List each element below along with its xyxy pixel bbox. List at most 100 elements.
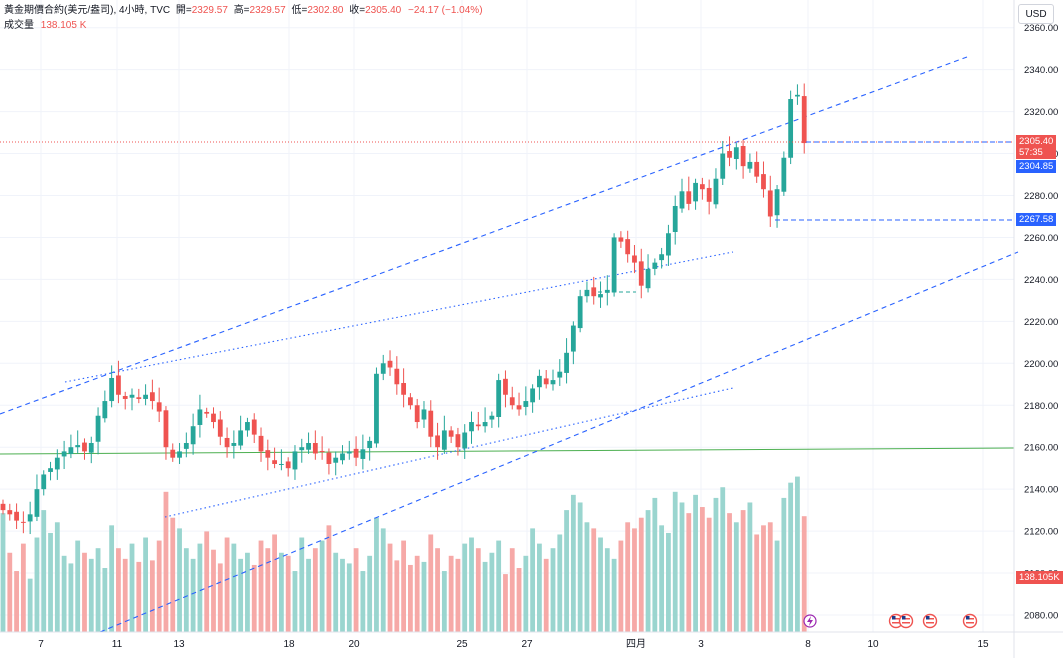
event-icons [803, 613, 978, 629]
volume-bar [577, 502, 583, 632]
currency-button[interactable]: USD [1018, 4, 1054, 24]
legend-ohlc-row: 黃金期價合約(美元/盎司), 4小時, TVC 開=2329.57 高=2329… [4, 3, 483, 18]
candle-body [20, 521, 26, 523]
x-axis[interactable]: 7 11 13 18 20 25 27 四月 3 8 10 15 [0, 631, 1063, 650]
volume-bar [727, 513, 732, 632]
y-tick-label: 2280.00 [1024, 191, 1058, 202]
candle-body [129, 394, 135, 398]
volume-bar [204, 531, 210, 632]
volume-bar [367, 555, 373, 632]
dotted-upper-trendline[interactable] [64, 251, 734, 383]
candle-body [414, 405, 420, 423]
volume-bar [414, 555, 420, 632]
candle-body [740, 145, 746, 167]
volume-bar [740, 510, 746, 632]
candle-body [109, 377, 115, 402]
candle-body [713, 178, 719, 205]
candle-body [272, 460, 277, 464]
candle-body [530, 388, 536, 403]
candle-body [258, 435, 264, 452]
legend-low-label: 低= [291, 5, 308, 16]
candle-body [238, 430, 244, 446]
us-flag-stripe [926, 618, 934, 620]
y-axis[interactable]: 2080.002100.002120.002140.002160.002180.… [1013, 0, 1058, 658]
candle-body [265, 450, 271, 458]
volume-bar [312, 548, 318, 632]
volume-bar [122, 558, 128, 632]
volume-bar [299, 537, 305, 632]
legend-volume-row: 成交量 138.105 K [4, 18, 483, 33]
volume-bar [523, 555, 529, 632]
candle-body [489, 415, 495, 420]
volume-bar [333, 552, 339, 632]
candle-body [523, 401, 529, 407]
volume-bar [143, 537, 148, 632]
x-tick-label: 15 [977, 639, 989, 650]
volume-bar [408, 564, 413, 632]
volume-bar [469, 537, 474, 632]
y-tick-label: 2160.00 [1024, 443, 1058, 454]
candle-body [781, 157, 787, 192]
candle-body [177, 451, 182, 458]
support-line[interactable] [0, 447, 1015, 455]
candle-body [611, 237, 617, 293]
candle-body [163, 410, 169, 448]
chart-legend: 黃金期價合約(美元/盎司), 4小時, TVC 開=2329.57 高=2329… [4, 3, 483, 33]
candle-body [598, 294, 603, 298]
candle-body [699, 184, 705, 190]
y-tick-label: 2320.00 [1024, 107, 1058, 118]
volume-bar [353, 548, 359, 632]
candle-body [564, 352, 569, 373]
x-tick-label: 10 [867, 639, 879, 650]
candle-body [747, 161, 753, 169]
volume-bar [699, 507, 705, 632]
legend-open-label: 開= [175, 5, 192, 16]
legend-change: −24.17 (−1.04%) [408, 5, 483, 16]
candle-body [88, 443, 94, 453]
volume-bar [136, 561, 142, 632]
candle-body [666, 233, 671, 256]
candle-body [367, 440, 373, 449]
volume-bar [672, 491, 678, 632]
candle-body [672, 205, 678, 232]
candle-body [570, 325, 576, 352]
horizontal-line[interactable] [0, 447, 1015, 455]
volume-bar [285, 555, 291, 632]
candle-body [340, 453, 345, 461]
candlesticks [0, 83, 807, 535]
us-flag-stripe [902, 618, 910, 620]
volume-bar [632, 528, 637, 632]
volume-bar [217, 563, 223, 632]
volume-bar [238, 558, 244, 632]
candle-body [421, 409, 427, 420]
volume-bar [278, 552, 284, 632]
y-tick-label: 2240.00 [1024, 275, 1058, 286]
candle-body [346, 451, 352, 454]
candle-body [211, 413, 216, 423]
channel-lower-line[interactable] [99, 251, 1019, 633]
volume-bar [251, 564, 257, 632]
candle-body [116, 375, 121, 395]
volume-bar [380, 528, 386, 632]
candle-body [625, 239, 631, 255]
candle-body [645, 268, 651, 289]
us-flag-canton [902, 616, 906, 620]
volume-bar [801, 516, 807, 632]
candle-body [41, 474, 47, 490]
candle-body [122, 396, 128, 399]
candle-body [774, 189, 780, 216]
volume-bar [75, 540, 81, 632]
candle-body [190, 426, 196, 445]
volume-bar [638, 517, 644, 632]
candle-body [333, 457, 339, 463]
legend-symbol: 黃金期價合約(美元/盎司), 4小時, TVC [4, 5, 171, 16]
candle-body [251, 419, 257, 435]
legend-low: 2302.80 [307, 5, 344, 16]
candle-body [312, 443, 318, 454]
volume-bar [761, 525, 766, 632]
candle-body [326, 452, 332, 464]
candle-body [14, 511, 19, 521]
volume-bar [475, 548, 481, 632]
volume-bar [41, 510, 47, 632]
